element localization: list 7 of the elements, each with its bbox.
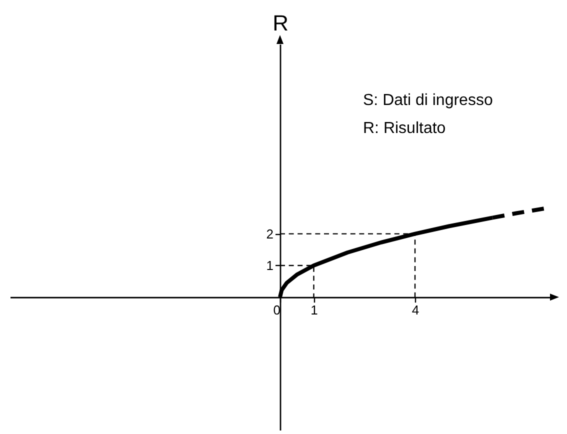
x-tick-label: 0 [273, 302, 280, 318]
x-tick-label: 1 [310, 302, 318, 318]
y-axis-title: R [272, 10, 288, 36]
annotation: S: Dati di ingresso [363, 92, 493, 109]
y-tick-label: 2 [266, 226, 274, 242]
annotation: R: Risultato [363, 120, 446, 137]
x-tick-label: 4 [412, 302, 420, 318]
